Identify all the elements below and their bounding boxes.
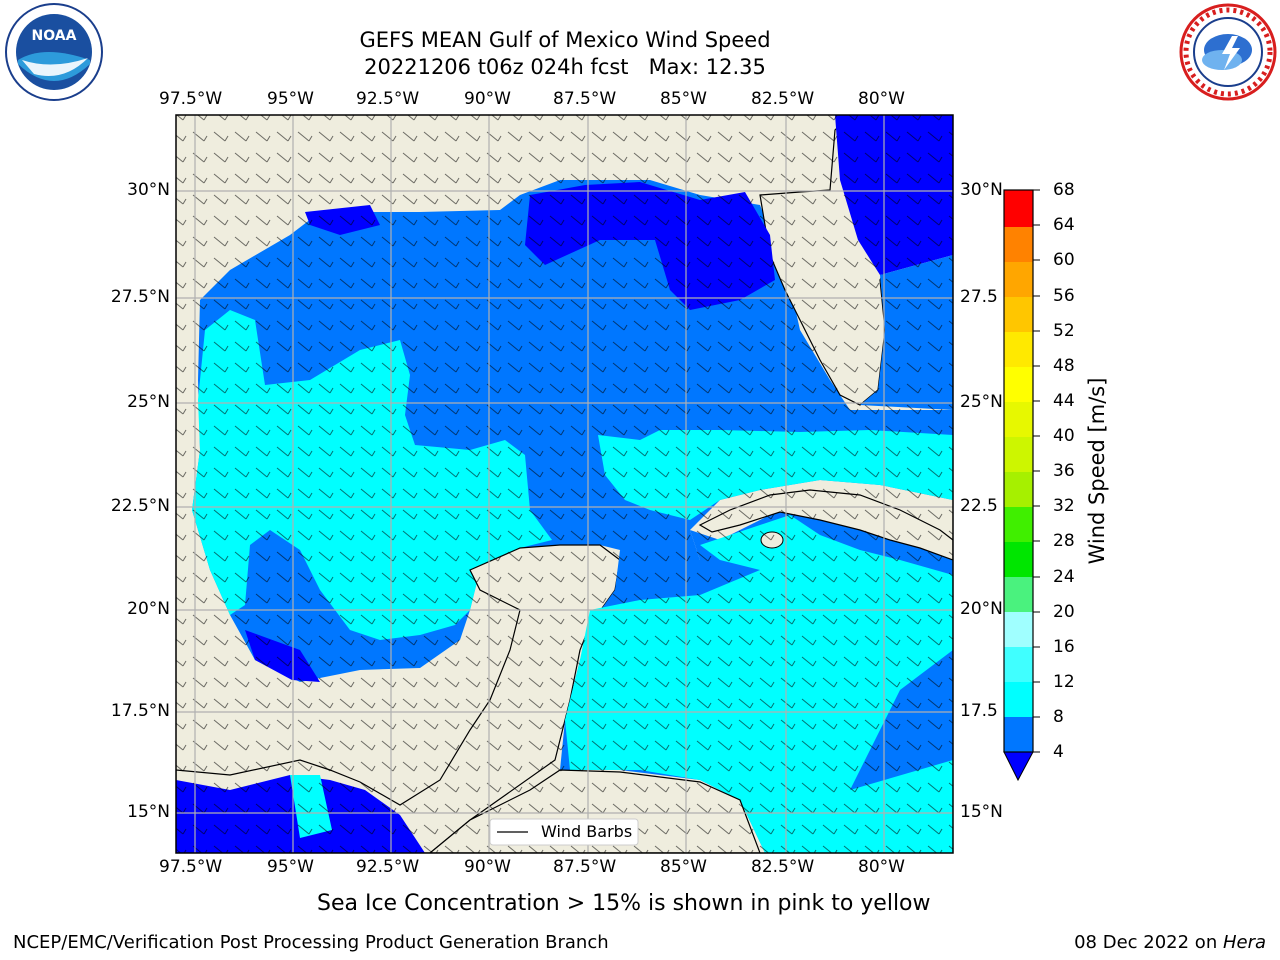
lat-label-left: 27.5°N bbox=[110, 287, 170, 307]
lat-label-right: 30°N bbox=[960, 180, 1003, 200]
lon-label-bottom: 80°W bbox=[858, 857, 905, 877]
chart-title-line-1: GEFS MEAN Gulf of Mexico Wind Speed bbox=[359, 28, 771, 52]
lon-label-top: 95°W bbox=[267, 89, 314, 109]
lon-label-bottom: 97.5°W bbox=[159, 857, 223, 877]
lon-label-bottom: 95°W bbox=[267, 857, 314, 877]
lon-label-bottom: 87.5°W bbox=[553, 857, 617, 877]
colorbar-label: Wind Speed [m/s] bbox=[1085, 377, 1109, 565]
lat-label-left: 20°N bbox=[127, 599, 170, 619]
colorbar-tick: 16 bbox=[1053, 637, 1075, 657]
colorbar-tick: 44 bbox=[1053, 391, 1075, 411]
colorbar-tick: 48 bbox=[1053, 356, 1075, 376]
lat-label-right: 17.5 bbox=[960, 701, 998, 721]
noaa-logo-icon: NOAA bbox=[5, 3, 103, 101]
colorbar-tick: 8 bbox=[1053, 707, 1064, 727]
colorbar-tick: 56 bbox=[1053, 286, 1075, 306]
legend-wind-barbs-label: Wind Barbs bbox=[541, 822, 633, 841]
lat-label-left: 17.5°N bbox=[110, 701, 170, 721]
colorbar-tick: 20 bbox=[1053, 602, 1075, 622]
colorbar-tick: 64 bbox=[1053, 215, 1075, 235]
lon-label-top: 97.5°W bbox=[159, 89, 223, 109]
lat-label-left: 30°N bbox=[127, 180, 170, 200]
lon-label-top: 90°W bbox=[464, 89, 511, 109]
colorbar bbox=[1003, 189, 1040, 782]
lon-label-top: 82.5°W bbox=[751, 89, 815, 109]
lon-label-top: 92.5°W bbox=[356, 89, 420, 109]
lon-label-bottom: 92.5°W bbox=[356, 857, 420, 877]
lon-label-bottom: 85°W bbox=[660, 857, 707, 877]
colorbar-tick: 32 bbox=[1053, 496, 1075, 516]
colorbar-tick: 36 bbox=[1053, 461, 1075, 481]
footer-date: 08 Dec 2022 on Hera bbox=[1074, 932, 1266, 953]
map-legend bbox=[489, 818, 639, 846]
lat-label-right: 27.5 bbox=[960, 287, 998, 307]
lat-label-left: 22.5°N bbox=[110, 496, 170, 516]
lon-label-top: 80°W bbox=[858, 89, 905, 109]
noaa-logo-text: NOAA bbox=[32, 28, 77, 44]
footer-branch: NCEP/EMC/Verification Post Processing Pr… bbox=[13, 932, 609, 953]
colorbar-tick: 12 bbox=[1053, 672, 1075, 692]
colorbar-tick: 68 bbox=[1053, 180, 1075, 200]
national-weather-service-logo-icon bbox=[1179, 3, 1277, 101]
colorbar-tick: 28 bbox=[1053, 531, 1075, 551]
colorbar-tick: 52 bbox=[1053, 321, 1075, 341]
lat-label-right: 15°N bbox=[960, 802, 1003, 822]
footer-host: Hera bbox=[1222, 932, 1266, 953]
colorbar-tick: 60 bbox=[1053, 250, 1075, 270]
chart-title-line-2: 20221206 t06z 024h fcst Max: 12.35 bbox=[364, 55, 766, 79]
lat-label-right: 20°N bbox=[960, 599, 1003, 619]
sea-ice-caption: Sea Ice Concentration > 15% is shown in … bbox=[317, 891, 931, 916]
colorbar-tick: 24 bbox=[1053, 567, 1075, 587]
lon-label-bottom: 82.5°W bbox=[751, 857, 815, 877]
wind-barbs-layer bbox=[176, 115, 953, 853]
map-grid bbox=[176, 115, 953, 853]
footer-date-text: 08 Dec 2022 on bbox=[1074, 932, 1223, 953]
lon-label-top: 85°W bbox=[660, 89, 707, 109]
lat-label-left: 15°N bbox=[127, 802, 170, 822]
lat-label-right: 22.5 bbox=[960, 496, 998, 516]
lon-label-top: 87.5°W bbox=[553, 89, 617, 109]
map-frame bbox=[175, 114, 954, 854]
lat-label-left: 25°N bbox=[127, 392, 170, 412]
colorbar-tick: 4 bbox=[1053, 742, 1064, 762]
colorbar-tick: 40 bbox=[1053, 426, 1075, 446]
lat-label-right: 25°N bbox=[960, 392, 1003, 412]
lon-label-bottom: 90°W bbox=[464, 857, 511, 877]
